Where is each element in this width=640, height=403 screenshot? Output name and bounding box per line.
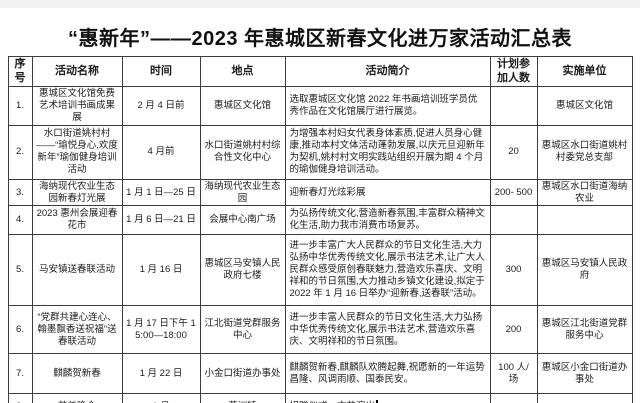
seq-cell[interactable]: 6. — [7, 305, 33, 355]
seq-cell[interactable]: 3. — [7, 178, 33, 207]
place-cell[interactable]: 海纳现代农业生态园 — [199, 178, 286, 207]
seq-cell[interactable]: 1. — [7, 86, 33, 126]
col-header-planned-count[interactable]: 计划参加人数 — [489, 56, 538, 87]
description-text: 捐赠仪式、文艺演出 — [290, 401, 376, 403]
activity-name-cell[interactable]: 麒麟贺新春 — [31, 353, 123, 395]
col-header-time[interactable]: 时间 — [121, 56, 201, 87]
place-cell[interactable]: 水口街道姚村村综合性文化中心 — [199, 124, 286, 180]
implementing-unit-cell[interactable]: 惠城区小金口街道办事处 — [536, 353, 633, 395]
description-cell[interactable]: 进一步丰富人民群众的节日文化生活,大力弘扬中华优秀传统文化,展示书法艺术,营造欢… — [284, 305, 491, 355]
table-row: 1. 惠城区文化馆免费艺术培训书画成果展 2 月 4 日前 惠城区文化馆 选取惠… — [7, 86, 633, 126]
time-cell[interactable]: 1 月 — [121, 393, 201, 403]
window-top-strip — [0, 0, 640, 8]
description-cell[interactable]: 为弘扬传统文化,营造新春氛围,丰富群众精神文化生活,助力我市消费市场复苏。 — [284, 205, 491, 236]
description-cell[interactable]: 选取惠城区文化馆 2022 年书画培训班学员优秀作品在文化馆展厅进行展览。 — [284, 86, 491, 126]
implementing-unit-cell[interactable]: 惠城区江北街道党群服务中心 — [536, 305, 633, 355]
planned-count-cell[interactable]: 300 — [489, 234, 538, 307]
document-title[interactable]: “惠新年”——2023 年惠城区新春文化进万家活动汇总表 — [67, 28, 573, 50]
time-cell[interactable]: 4 月前 — [121, 124, 201, 180]
description-cell[interactable]: 进一步丰富广大人民群众的节日文化生活,大力弘扬中华优秀传统文化,展示书法艺术,让… — [284, 234, 491, 307]
table-row: 6. “党群共建心连心、翰墨飘香送祝福”送春联活动 1 月 17 日下午 15:… — [7, 305, 633, 355]
description-cell[interactable]: 麒麟贺新春,麒麟队欢腾起舞,祝愿新的一年运势昌隆、风调雨顺、国泰民安。 — [284, 353, 491, 395]
activity-name-cell[interactable]: 2023 惠州会展迎春花市 — [31, 205, 123, 236]
table-row: 3. 海纳现代农业生态园新春灯光展 1 月 1 日—25 日 海纳现代农业生态园… — [7, 178, 633, 207]
table-row: 2. 水口街道姚村村——“瑜悦身心,欢度新年”瑜伽健身培训活动 4 月前 水口街… — [7, 124, 633, 180]
place-cell[interactable]: 会展中心南广场 — [199, 205, 286, 236]
time-cell[interactable]: 1 月 16 日 — [121, 234, 201, 307]
text-cursor — [376, 400, 378, 403]
planned-count-cell[interactable]: 200 — [489, 305, 538, 355]
place-cell[interactable]: 江北街道党群服务中心 — [199, 305, 286, 355]
place-cell[interactable]: 小金口街道办事处 — [199, 353, 286, 395]
description-cell[interactable]: 为增强本村妇女代表身体素质,促进人员身心健康,推动本村文体活动蓬勃发展,以庆元旦… — [284, 124, 491, 180]
place-cell[interactable]: 惠城区文化馆 — [199, 86, 286, 126]
time-cell[interactable]: 1 月 6 日—21 日 — [121, 205, 201, 236]
activity-name-cell[interactable]: 海纳现代农业生态园新春灯光展 — [31, 178, 123, 207]
col-header-description[interactable]: 活动简介 — [284, 56, 491, 87]
implementing-unit-cell[interactable]: 惠城区水口街道海纳农业 — [536, 178, 633, 207]
activity-summary-table: 序号 活动名称 时间 地点 活动简介 计划参加人数 实施单位 1. 惠城区文化馆… — [7, 56, 633, 403]
time-cell[interactable]: 1 月 1 日—25 日 — [121, 178, 201, 207]
col-header-place[interactable]: 地点 — [199, 56, 286, 87]
time-cell[interactable]: 1 月 22 日 — [121, 353, 201, 395]
col-header-seq[interactable]: 序号 — [7, 56, 33, 87]
time-cell[interactable]: 1 月 17 日下午 15:00—18:00 — [121, 305, 201, 355]
table-row: 5. 马安镇送春联活动 1 月 16 日 惠城区马安镇人民政府七楼 进一步丰富广… — [7, 234, 633, 307]
implementing-unit-cell[interactable] — [536, 205, 633, 236]
place-cell[interactable]: 芦洲镇 — [199, 393, 286, 403]
planned-count-cell[interactable]: 200- 500 — [489, 178, 538, 207]
planned-count-cell[interactable] — [489, 86, 538, 126]
seq-cell[interactable]: 5. — [7, 234, 33, 307]
description-cell[interactable]: 捐赠仪式、文艺演出 — [284, 393, 491, 403]
col-header-implementing-unit[interactable]: 实施单位 — [536, 56, 633, 87]
activity-name-cell[interactable]: 惠城区文化馆免费艺术培训书画成果展 — [31, 86, 123, 126]
description-cell[interactable]: 迎新春灯光炫彩展 — [284, 178, 491, 207]
seq-cell[interactable]: 2. — [7, 124, 33, 180]
planned-count-cell[interactable] — [489, 393, 538, 403]
table-row: 7. 麒麟贺新春 1 月 22 日 小金口街道办事处 麒麟贺新春,麒麟队欢腾起舞… — [7, 353, 633, 395]
activity-name-cell[interactable]: “党群共建心连心、翰墨飘香送祝福”送春联活动 — [31, 305, 123, 355]
place-cell[interactable]: 惠城区马安镇人民政府七楼 — [199, 234, 286, 307]
seq-cell[interactable]: 4. — [7, 205, 33, 236]
implementing-unit-cell[interactable] — [536, 393, 633, 403]
implementing-unit-cell[interactable]: 惠城区文化馆 — [536, 86, 633, 126]
planned-count-cell[interactable] — [489, 205, 538, 236]
planned-count-cell[interactable]: 100 人/场 — [489, 353, 538, 395]
activity-name-cell[interactable]: 水口街道姚村村——“瑜悦身心,欢度新年”瑜伽健身培训活动 — [31, 124, 123, 180]
planned-count-cell[interactable]: 20 — [489, 124, 538, 180]
col-header-activity-name[interactable]: 活动名称 — [31, 56, 123, 87]
table-row: 8. 慈善晚会 1 月 芦洲镇 捐赠仪式、文艺演出 — [7, 393, 633, 403]
activity-name-cell[interactable]: 马安镇送春联活动 — [31, 234, 123, 307]
seq-cell[interactable]: 7. — [7, 353, 33, 395]
table-row: 4. 2023 惠州会展迎春花市 1 月 6 日—21 日 会展中心南广场 为弘… — [7, 205, 633, 236]
activity-name-cell[interactable]: 慈善晚会 — [31, 393, 123, 403]
table-header-row: 序号 活动名称 时间 地点 活动简介 计划参加人数 实施单位 — [7, 56, 633, 87]
time-cell[interactable]: 2 月 4 日前 — [121, 86, 201, 126]
implementing-unit-cell[interactable]: 惠城区水口街道姚村村委党总支部 — [536, 124, 633, 180]
implementing-unit-cell[interactable]: 惠城区马安镇人民政府 — [536, 234, 633, 307]
seq-cell[interactable]: 8. — [7, 393, 33, 403]
